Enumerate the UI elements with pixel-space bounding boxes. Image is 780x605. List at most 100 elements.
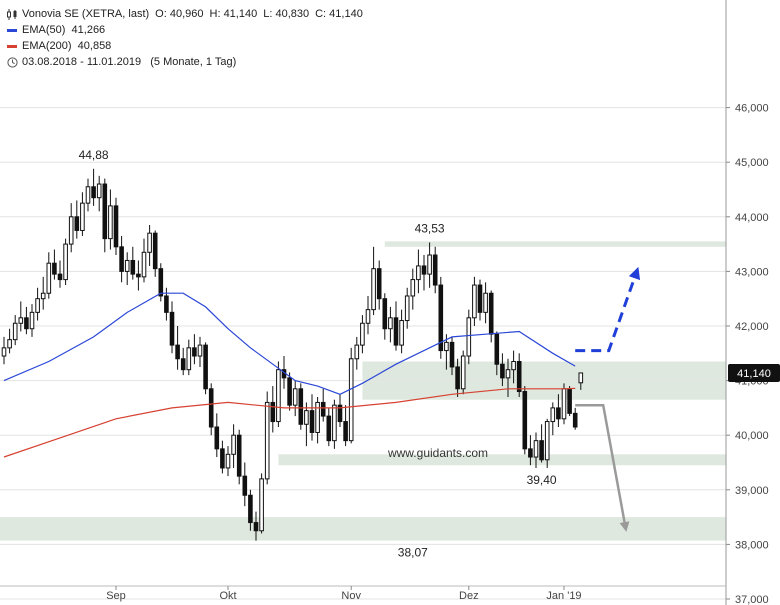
candle-body: [136, 273, 141, 278]
candle-body: [147, 232, 152, 253]
bullish-projection-arrow: [575, 266, 641, 353]
y-tick-label: 37,000: [735, 594, 769, 605]
high-value: 41,140: [223, 8, 258, 20]
candle-body: [52, 262, 57, 275]
date-range: 03.08.2018 - 11.01.2019: [22, 56, 142, 68]
candle-body: [220, 448, 225, 469]
candle-body: [483, 292, 488, 313]
candle-body: [57, 273, 63, 281]
candle-body: [96, 183, 102, 199]
candle-body: [270, 401, 276, 423]
candle-body: [203, 344, 208, 390]
candle-body: [455, 366, 460, 390]
candle-body: [488, 292, 494, 335]
candle-body: [309, 410, 315, 433]
candle-body: [1, 347, 7, 357]
y-tick-label: 42,000: [735, 321, 769, 333]
candle-body: [472, 284, 477, 319]
candle-body: [320, 401, 326, 417]
candle-body: [80, 202, 85, 231]
price-annotation: 44,88: [79, 148, 109, 162]
candle-body: [304, 410, 309, 425]
candle-body: [231, 434, 236, 455]
ema50-legend[interactable]: EMA(50) 41,266: [6, 22, 363, 38]
candle-body: [567, 388, 572, 414]
x-tick-label: Okt: [219, 590, 236, 602]
x-tick-label: Jan '19: [546, 590, 581, 602]
candle-body: [91, 186, 96, 199]
candle-body: [438, 284, 444, 352]
support-resistance-zones: [0, 241, 726, 541]
clock-icon: [6, 56, 18, 68]
candle-body: [332, 404, 337, 442]
candle-body: [12, 322, 18, 341]
y-tick-label: 40,000: [735, 430, 769, 442]
candle-body: [393, 317, 399, 346]
candle-body: [421, 265, 427, 275]
candle-body: [365, 309, 371, 324]
candle-body: [287, 377, 292, 406]
candle-body: [141, 251, 147, 278]
candle-body: [326, 415, 332, 442]
candle-body: [416, 265, 421, 281]
candle-body: [29, 311, 35, 330]
candle-body: [533, 440, 539, 458]
candle-body: [186, 347, 192, 371]
candle-body: [152, 232, 158, 270]
candle-body: [528, 448, 533, 458]
candle-body: [371, 268, 376, 311]
candlestick-icon: [6, 8, 18, 20]
candle-body: [500, 363, 505, 379]
candle-body: [404, 295, 410, 322]
y-tick-label: 45,000: [735, 157, 769, 169]
candle-body: [348, 358, 354, 442]
ema200-legend[interactable]: EMA(200) 40,858: [6, 38, 363, 54]
candle-body: [35, 298, 40, 313]
candle-body: [264, 401, 270, 480]
candle-body: [68, 216, 74, 245]
candle-body: [337, 404, 343, 423]
candle-body: [556, 407, 561, 420]
candle-body: [85, 186, 91, 204]
candle-body: [550, 407, 556, 423]
price-annotation: 43,53: [415, 221, 445, 235]
candle-body: [130, 259, 136, 275]
ema200-line: [3, 387, 576, 458]
price-zone: [0, 517, 726, 541]
candle-body: [354, 344, 360, 360]
candle-body: [24, 317, 29, 330]
y-tick-label: 43,000: [735, 266, 769, 278]
moving-averages: [3, 292, 576, 458]
candle-body: [298, 388, 304, 425]
candle-body: [253, 522, 259, 532]
candle-body: [494, 333, 500, 365]
chart-legend: Vonovia SE (XETRA, last) O: 40,960 H: 41…: [6, 6, 363, 70]
instrument-title: Vonovia SE (XETRA, last): [22, 8, 150, 20]
candle-body: [102, 183, 108, 240]
candle-body: [315, 401, 320, 433]
ema50-line: [3, 292, 576, 395]
candle-body: [180, 358, 186, 371]
candle-body: [477, 284, 483, 313]
ema50-value: 41,266: [71, 24, 106, 36]
open-value: 40,960: [169, 8, 204, 20]
candle-body: [449, 341, 455, 368]
candle-body: [505, 369, 511, 379]
candle-body: [119, 246, 124, 272]
last-price-tag: [728, 363, 780, 382]
y-tick-label: 46,000: [735, 103, 769, 115]
y-tick-label: 39,000: [735, 485, 769, 497]
candle-body: [242, 475, 248, 496]
candle-body: [248, 494, 253, 524]
candle-body: [74, 216, 80, 231]
candle-body: [292, 388, 298, 406]
close-value: 41,140: [329, 8, 363, 20]
x-tick-label: Dez: [459, 590, 479, 602]
candle-body: [399, 320, 404, 346]
ema50-swatch-icon: [6, 24, 18, 36]
candle-body: [236, 434, 242, 477]
candle-body: [572, 412, 578, 428]
candle-body: [7, 339, 12, 349]
